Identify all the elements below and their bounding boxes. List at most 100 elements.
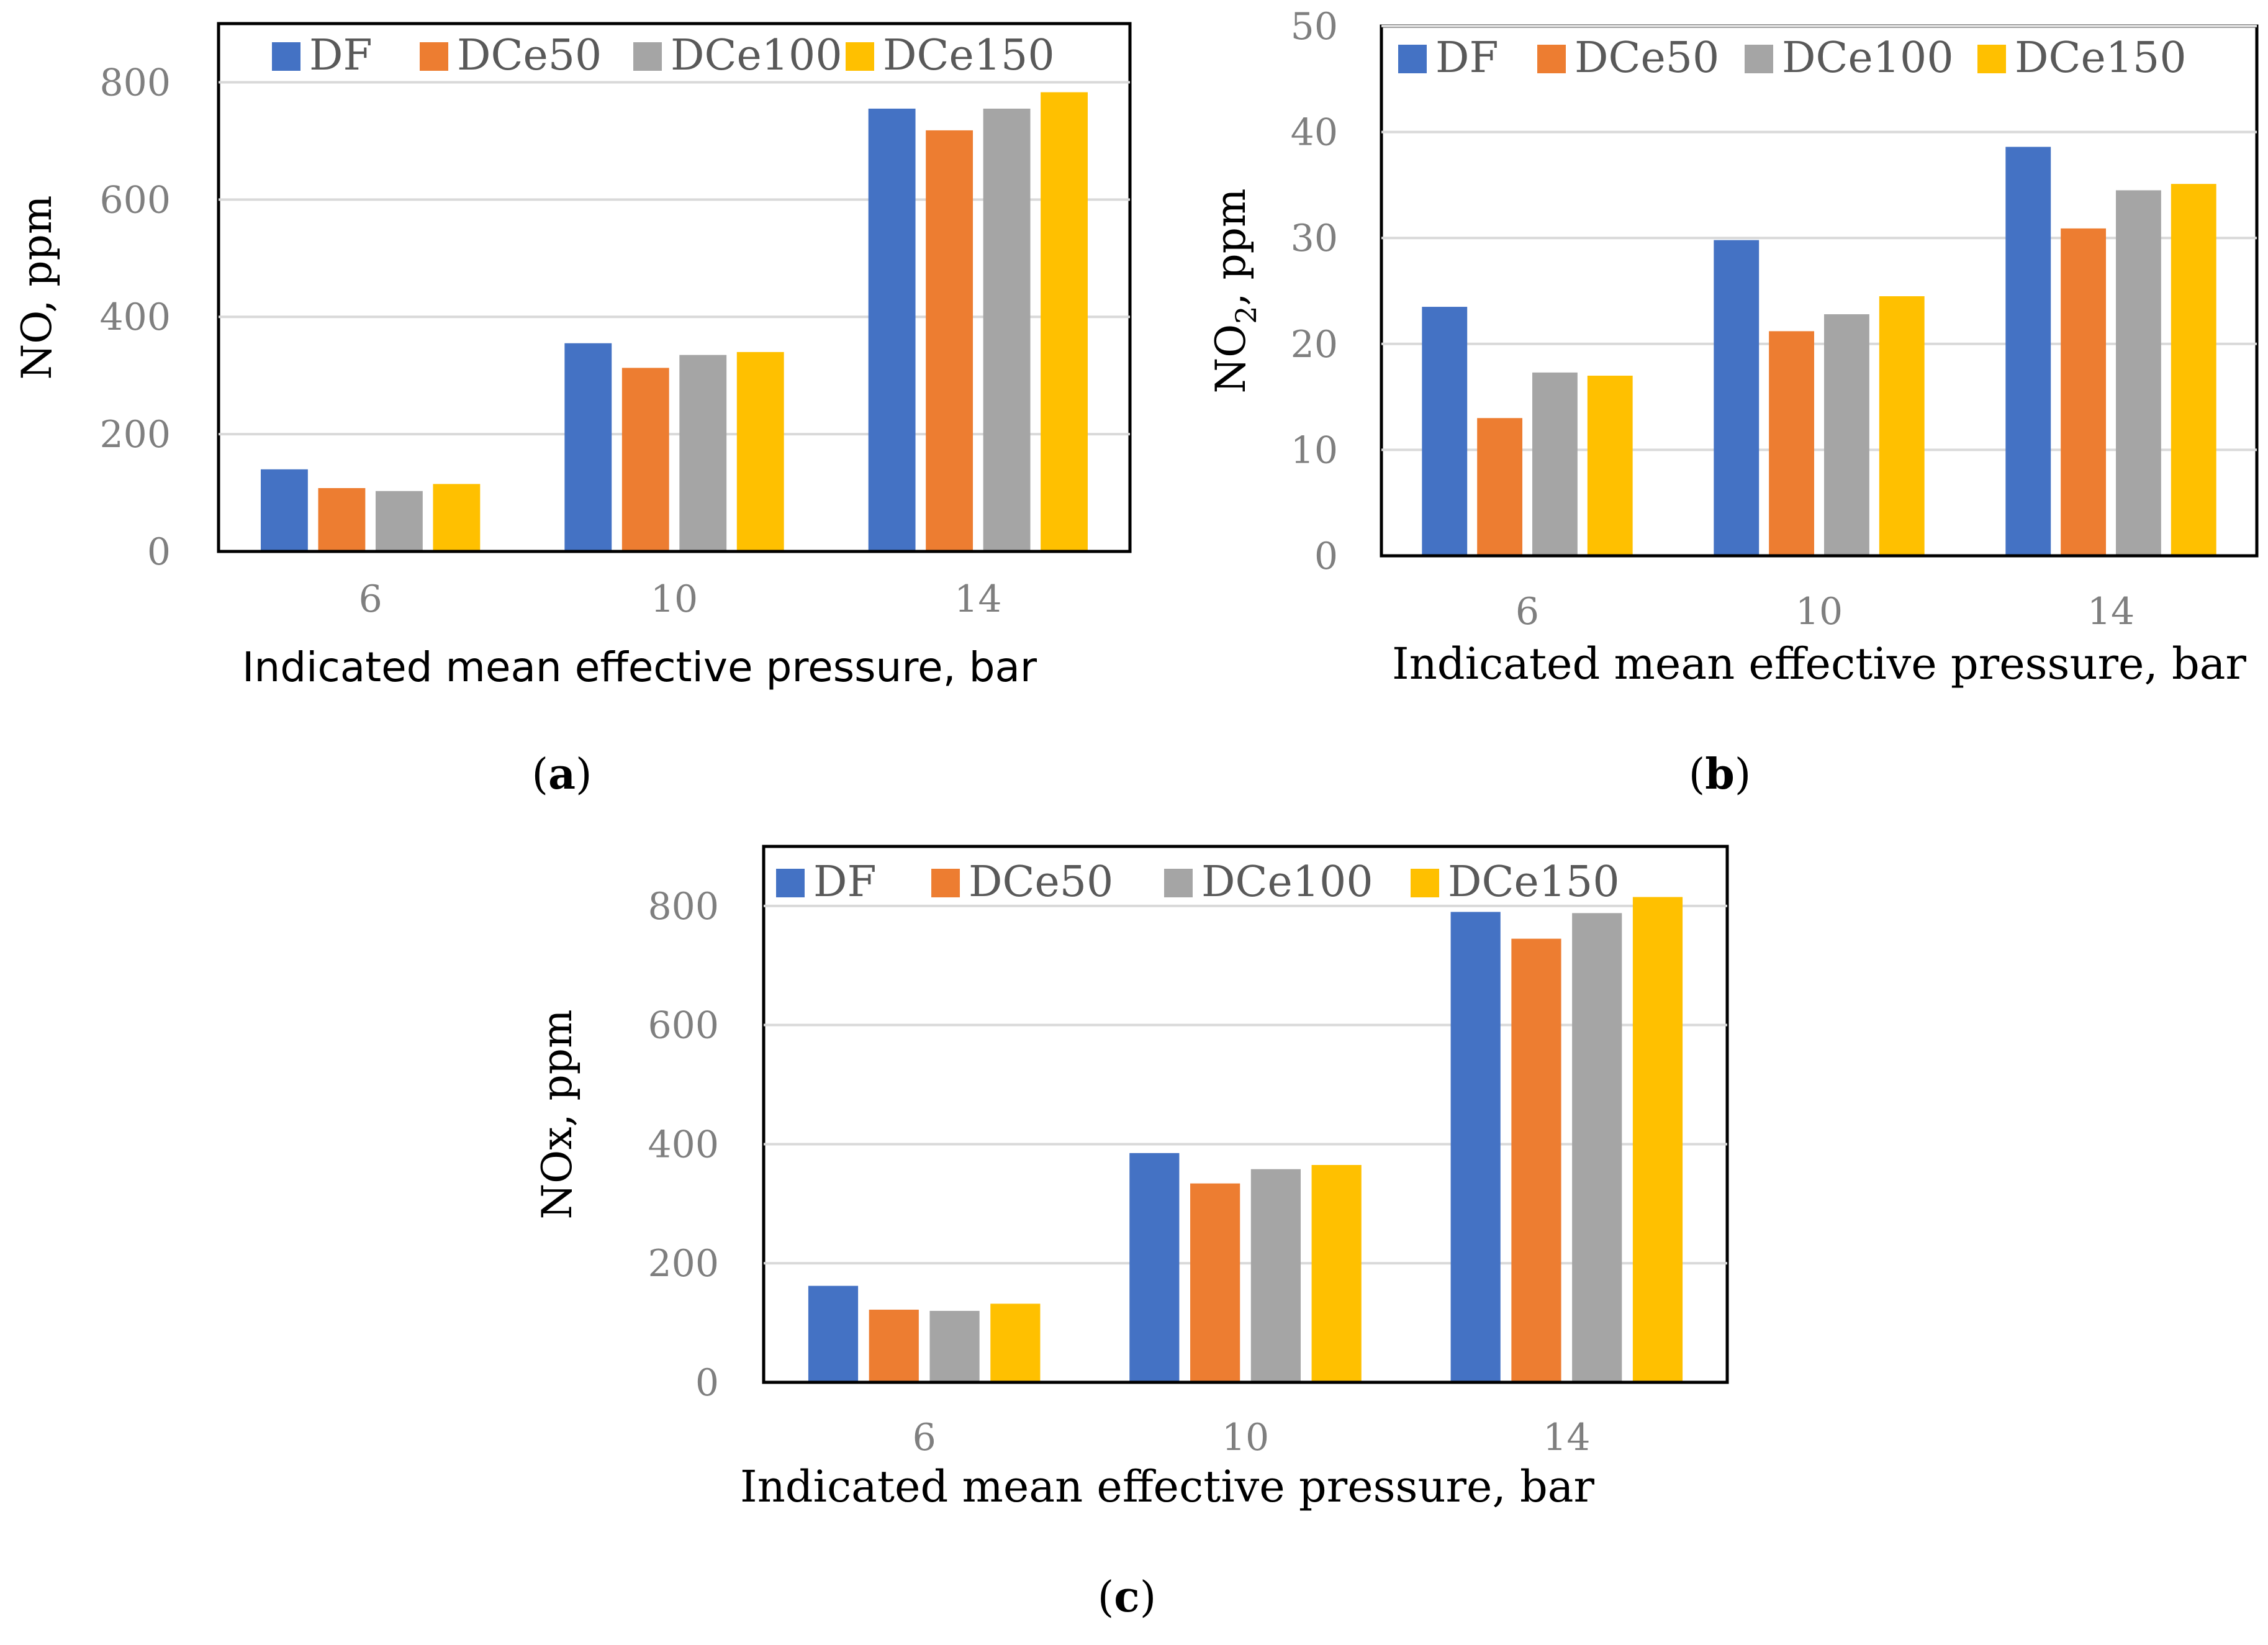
bar-a-DCe100-10 (679, 355, 727, 551)
y-tick-label-c: 200 (648, 1242, 719, 1285)
chart-b: 0 10 20 30 40 50 6 10 14 DF DCe50 DCe100 DCe150 NO2, … (1207, 5, 2259, 799)
bar-b-DCe100-10 (1823, 314, 1869, 556)
y-tick-label-b: 0 (1314, 535, 1338, 578)
plot-area-a (217, 22, 1132, 553)
x-axis-label-c: Indicated mean effective pressure, bar (740, 1461, 1594, 1512)
panel-label-letter: a (548, 750, 576, 799)
legend-label-DF: DF (1435, 34, 1499, 83)
panel-label-open: ( (1098, 1573, 1114, 1622)
panel-label-c: (c) (1098, 1572, 1156, 1622)
y-tick-label-a: 200 (99, 413, 171, 456)
bar-c-DCe150-6 (990, 1303, 1041, 1382)
y-tick-label-c: 800 (648, 885, 719, 928)
bar-a-DCe50-6 (318, 488, 366, 551)
bar-a-DCe50-10 (621, 368, 669, 551)
bar-b-DCe150-10 (1879, 296, 1925, 556)
panel-label-a: (a) (531, 750, 592, 799)
bar-c-DCe150-10 (1311, 1165, 1362, 1382)
y-tick-label-a: 0 (147, 530, 171, 574)
legend-swatch-DCe100 (1745, 45, 1773, 73)
bar-b-DCe100-14 (2115, 190, 2161, 556)
bar-b-DF-6 (1422, 307, 1468, 556)
bar-b-DCe50-6 (1477, 418, 1523, 556)
bar-a-DCe150-10 (736, 351, 784, 551)
panel-label-open: ( (531, 750, 548, 799)
legend-label-DCe100: DCe100 (671, 31, 843, 80)
bar-c-DCe50-6 (869, 1310, 919, 1382)
y-tick-label-c: 400 (648, 1123, 719, 1166)
y-tick-label-b: 20 (1291, 323, 1338, 366)
y-axis-label-a: NO, ppm (13, 195, 61, 379)
bar-c-DCe100-14 (1572, 913, 1622, 1382)
plot-area-b (1380, 24, 2259, 558)
panel-label-b: (b) (1689, 750, 1751, 799)
y-tick-label-a: 400 (99, 296, 171, 339)
x-tick-label-b: 6 (1516, 590, 1539, 633)
chart-a: 0 200 400 600 800 6 10 14 DF DCe50 DCe100 DCe150 NO,… (13, 22, 1132, 799)
bar-b-DF-14 (2005, 147, 2051, 556)
bar-a-DCe100-6 (375, 491, 423, 551)
y-tick-label-b: 10 (1291, 428, 1338, 472)
legend-swatch-DCe50 (420, 42, 448, 71)
legend-swatch-DCe50 (1537, 45, 1566, 73)
legend-label-DCe50: DCe50 (1574, 34, 1719, 83)
x-tick-label-c: 6 (913, 1416, 936, 1459)
bar-c-DCe150-14 (1632, 897, 1683, 1382)
x-tick-label-b: 14 (2087, 590, 2135, 633)
legend-label-DCe50: DCe50 (969, 858, 1113, 907)
legend-label-DF: DF (813, 858, 877, 907)
legend-swatch-DF (272, 42, 300, 71)
panel-label-close: ) (576, 750, 592, 799)
plot-area-c (762, 845, 1729, 1384)
bar-c-DCe50-10 (1190, 1183, 1240, 1382)
legend-swatch-DF (1398, 45, 1427, 73)
bar-c-DF-6 (808, 1285, 859, 1382)
y-axis-label-subscript: 2 (1229, 306, 1263, 324)
bar-a-DF-14 (868, 108, 916, 551)
legend-label-DCe150: DCe150 (1448, 858, 1620, 907)
x-axis-label-a: Indicated mean effective pressure, bar (242, 643, 1037, 691)
legend-swatch-DCe150 (1977, 45, 2006, 73)
bar-a-DCe100-14 (983, 108, 1031, 551)
bar-b-DCe50-14 (2061, 228, 2107, 556)
bar-a-DF-6 (261, 469, 308, 551)
y-tick-label-c: 600 (648, 1004, 719, 1048)
panel-label-open: ( (1689, 750, 1706, 799)
legend-swatch-DCe50 (931, 869, 960, 897)
legend-label-DCe150: DCe150 (883, 31, 1055, 80)
bar-c-DCe100-10 (1250, 1169, 1301, 1382)
panel-label-close: ) (1735, 750, 1751, 799)
x-axis-label-b: Indicated mean effective pressure, bar (1392, 638, 2246, 689)
bar-a-DF-10 (564, 343, 612, 551)
x-tick-label-b: 10 (1796, 590, 1843, 633)
bar-b-DF-10 (1714, 240, 1760, 556)
bar-b-DCe100-6 (1532, 372, 1578, 556)
x-tick-label-c: 14 (1543, 1416, 1590, 1459)
panel-label-letter: c (1114, 1572, 1139, 1622)
legend-label-DCe100: DCe100 (1782, 34, 1954, 83)
legend-swatch-DF (776, 869, 805, 897)
y-axis-label-part: NO (1207, 324, 1255, 394)
legend-label-DCe100: DCe100 (1201, 858, 1373, 907)
y-tick-label-a: 800 (99, 61, 171, 104)
legend-label-DF: DF (309, 31, 373, 80)
chart-c: 0 200 400 600 800 6 10 14 DF DCe50 DCe100 DCe150 NOx… (533, 845, 1729, 1622)
bar-a-DCe50-14 (926, 130, 974, 551)
y-axis-label-b: NO2, ppm (1207, 188, 1263, 393)
legend-swatch-DCe100 (1164, 869, 1193, 897)
x-tick-label-a: 14 (954, 578, 1001, 621)
bar-c-DCe50-14 (1511, 938, 1561, 1382)
legend-swatch-DCe100 (633, 42, 662, 71)
y-axis-label-c: NOx, ppm (533, 1009, 581, 1219)
panel-label-close: ) (1140, 1573, 1157, 1622)
legend-label-DCe150: DCe150 (2015, 34, 2187, 83)
x-tick-label-c: 10 (1222, 1416, 1269, 1459)
x-tick-label-a: 10 (651, 578, 698, 621)
bar-b-DCe50-10 (1769, 331, 1815, 556)
bar-a-DCe150-14 (1041, 92, 1088, 551)
y-tick-label-b: 30 (1291, 217, 1338, 260)
bar-a-DCe150-6 (433, 484, 481, 551)
bar-c-DF-10 (1129, 1153, 1180, 1382)
panel-label-letter: b (1705, 750, 1735, 799)
